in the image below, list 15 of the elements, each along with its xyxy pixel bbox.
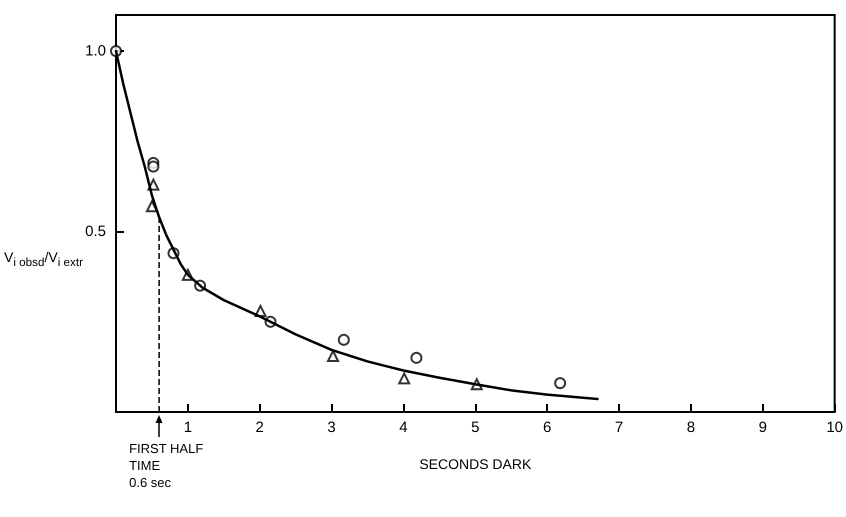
x-tick-label: 4 bbox=[399, 419, 408, 436]
x-tick-label: 8 bbox=[686, 419, 696, 436]
x-tick-label: 7 bbox=[614, 419, 624, 436]
x-tick-label: 10 bbox=[826, 419, 843, 436]
y-tick-label: 0.5 bbox=[85, 223, 106, 240]
x-tick-label: 9 bbox=[758, 419, 767, 436]
x-axis-title: SECONDS DARK bbox=[419, 456, 532, 472]
x-tick-label: 5 bbox=[471, 419, 480, 436]
y-axis-title: V$_{i obsd}$/V$_{i extr}$ bbox=[4, 248, 83, 268]
x-tick-label: 1 bbox=[184, 419, 192, 436]
x-tick-label: 3 bbox=[327, 419, 336, 436]
annotation: FIRST HALF TIME 0.6 sec bbox=[129, 440, 204, 491]
x-tick-label: 6 bbox=[543, 419, 552, 436]
y-tick-label: 1.0 bbox=[85, 42, 106, 60]
x-tick-label: 2 bbox=[256, 419, 264, 436]
